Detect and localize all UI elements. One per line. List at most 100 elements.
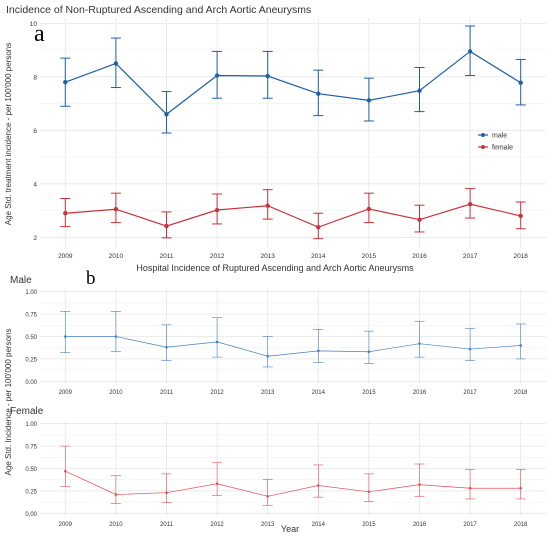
data-point	[165, 491, 168, 494]
panel-b-title: Hospital Incidence of Ruptured Ascending…	[136, 263, 414, 273]
data-point	[418, 342, 421, 345]
y-tick-label: 0.50	[25, 467, 37, 473]
x-tick-label: 2013	[260, 253, 275, 260]
data-point	[519, 344, 522, 347]
male-series	[60, 311, 526, 368]
x-tick-label: 2009	[58, 253, 73, 260]
data-point	[214, 73, 220, 78]
data-point	[519, 486, 522, 490]
x-tick-label: 2011	[160, 253, 174, 260]
female-facet-label: Female	[10, 406, 44, 417]
y-tick-label: 1.00	[25, 290, 37, 296]
y-tick-label: 0.50	[25, 335, 37, 341]
x-tick-label: 2017	[463, 253, 478, 260]
x-tick-label: 2016	[413, 390, 427, 396]
female-y-ticks: 0.00 0.25 0.50 0.75 1.00	[25, 422, 37, 518]
panel-a: Incidence of Non-Ruptured Ascending and …	[4, 4, 546, 260]
x-tick-label: 2009	[59, 390, 73, 396]
x-tick-label: 2016	[412, 253, 427, 260]
data-point	[518, 80, 523, 85]
y-tick-label: 10	[30, 21, 38, 28]
x-tick-label: 2013	[261, 522, 275, 528]
x-tick-label: 2018	[514, 522, 528, 528]
x-tick-label: 2011	[160, 390, 174, 396]
male-x-ticks: 2009 2010 2011 2012 2013 2014 2015 2016 2017 2018	[59, 390, 528, 396]
x-tick-label: 2017	[463, 390, 477, 396]
data-point	[113, 61, 119, 66]
legend: male female	[478, 133, 513, 152]
panel-a-y-axis-label: Age Std. treatment incidence - per 100'0…	[4, 43, 13, 226]
x-axis-label: Year	[281, 524, 299, 534]
panel-b: Hospital Incidence of Ruptured Ascending…	[4, 263, 546, 534]
data-point	[468, 486, 472, 490]
data-point	[113, 207, 119, 212]
series-line	[65, 203, 521, 228]
data-point	[518, 213, 523, 219]
data-point	[316, 91, 321, 96]
y-tick-label: 8	[33, 74, 37, 81]
data-point	[317, 349, 320, 353]
data-point	[417, 217, 422, 222]
data-point	[367, 490, 371, 494]
y-tick-label: 0.00	[25, 512, 37, 518]
x-tick-label: 2011	[160, 522, 174, 528]
x-tick-label: 2015	[362, 253, 377, 260]
y-tick-label: 0.25	[25, 357, 37, 363]
x-tick-label: 2015	[362, 390, 376, 396]
panel-a-y-ticks: 2 4 6 8 10	[30, 21, 38, 242]
data-point	[366, 206, 372, 212]
series-line	[65, 470, 521, 497]
data-point	[417, 88, 422, 93]
legend-male-label: male	[492, 133, 507, 140]
y-tick-label: 0.75	[25, 445, 37, 451]
x-tick-label: 2018	[514, 390, 528, 396]
female-gridlines	[40, 421, 546, 516]
male-facet-label: Male	[10, 275, 32, 286]
data-point	[214, 207, 220, 213]
female-series	[60, 445, 526, 506]
x-tick-label: 2017	[463, 522, 477, 528]
x-tick-label: 2015	[362, 522, 376, 528]
data-point	[63, 79, 68, 85]
x-tick-label: 2014	[312, 390, 326, 396]
series-line	[65, 336, 521, 357]
panel-a-series	[60, 25, 526, 240]
series-line	[65, 50, 522, 116]
data-point	[467, 201, 473, 207]
data-point	[366, 98, 372, 103]
y-tick-label: 0.00	[25, 380, 37, 386]
data-point	[63, 211, 68, 216]
male-y-ticks: 0.00 0.25 0.50 0.75 1.00	[25, 290, 37, 386]
legend-female-label: female	[492, 145, 513, 152]
data-point	[316, 224, 321, 230]
data-point	[165, 345, 168, 349]
data-point	[64, 335, 67, 338]
legend-male-marker	[481, 133, 485, 137]
panel-a-x-ticks: 2009 2010 2011 2012 2013 2014 2015 2016 2017 2018	[58, 253, 528, 260]
x-tick-label: 2012	[210, 522, 224, 528]
x-tick-label: 2014	[311, 253, 326, 260]
x-tick-label: 2012	[210, 253, 225, 260]
data-point	[367, 350, 371, 354]
panel-a-letter: a	[34, 21, 45, 47]
panel-b-y-axis-label: Age Std. Incidence - per 100'000 persons	[4, 329, 13, 476]
data-point	[215, 482, 219, 486]
x-tick-label: 2016	[413, 522, 427, 528]
data-point	[418, 483, 421, 486]
x-tick-label: 2010	[109, 522, 123, 528]
data-point	[114, 335, 118, 338]
female-x-ticks: 2009 2010 2011 2012 2013 2014 2015 2016 2017 2018	[59, 522, 528, 528]
y-tick-label: 4	[33, 181, 37, 188]
data-point	[164, 112, 169, 117]
y-tick-label: 1.00	[25, 422, 37, 428]
data-point	[64, 469, 67, 473]
data-point	[317, 484, 320, 487]
x-tick-label: 2009	[59, 522, 73, 528]
panel-a-title: Incidence of Non-Ruptured Ascending and …	[6, 4, 311, 16]
x-tick-label: 2018	[513, 253, 528, 260]
data-point	[114, 493, 118, 496]
y-tick-label: 0.25	[25, 489, 37, 495]
y-tick-label: 2	[33, 235, 37, 242]
x-tick-label: 2010	[109, 253, 124, 260]
